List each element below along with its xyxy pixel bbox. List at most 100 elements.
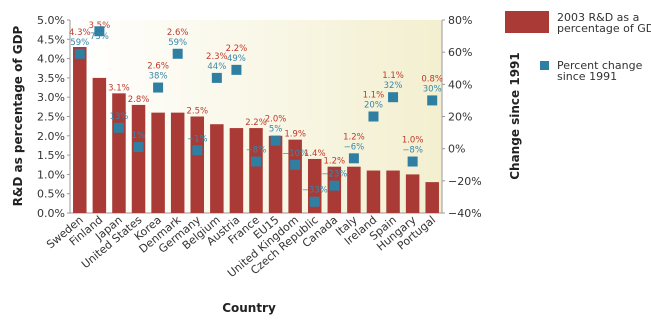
point-value-label: 1% <box>132 131 146 141</box>
bar <box>249 128 263 213</box>
bar <box>405 174 420 213</box>
bar <box>366 170 381 213</box>
y2-ticks: −40% −20% 0% 20% 40% 60% 80% <box>442 14 482 220</box>
bar <box>229 128 244 213</box>
point-value-label: 30% <box>423 84 442 94</box>
point-value-label: 13% <box>109 112 128 122</box>
points: 59%73%13%1%38%59%−1%44%49%−8%5%−10%−33%−… <box>70 26 442 207</box>
point-marker <box>290 159 301 170</box>
y2-tick-label: 20% <box>448 111 472 124</box>
point-value-label: −8% <box>246 146 267 156</box>
bar <box>92 77 107 214</box>
y-tick-label: 4.5% <box>37 33 65 46</box>
point-marker <box>309 196 320 207</box>
bar-value-label: 2.3% <box>206 52 228 62</box>
point-value-label: 44% <box>207 62 226 72</box>
bar <box>73 47 87 213</box>
point-marker <box>153 82 164 93</box>
point-marker <box>211 72 222 83</box>
point-value-label: −23% <box>321 170 347 180</box>
point-value-label: 32% <box>384 81 403 91</box>
point-marker <box>192 145 203 156</box>
y-tick-label: 2.5% <box>37 111 65 124</box>
point-marker <box>270 135 281 146</box>
point-marker <box>427 95 438 106</box>
point-value-label: 5% <box>269 125 283 135</box>
point-value-label: −8% <box>402 146 423 156</box>
bar-value-label: 2.8% <box>128 95 150 105</box>
y2-tick-label: 80% <box>448 14 472 27</box>
bar <box>170 112 185 213</box>
point-marker <box>74 48 85 59</box>
point-marker <box>407 156 418 167</box>
point-marker <box>94 26 105 37</box>
bar-value-label: 1.1% <box>382 71 404 81</box>
y-tick-label: 2.0% <box>37 130 65 143</box>
y-tick-label: 5.0% <box>37 14 65 27</box>
bar-value-label: 1.1% <box>363 91 385 101</box>
point-value-label: 20% <box>364 101 383 111</box>
legend: 2003 R&D as a percentage of GD Percent ch… <box>505 11 651 83</box>
bar-value-label: 0.8% <box>421 74 443 84</box>
y2-tick-label: −20% <box>448 175 482 188</box>
point-value-label: −33% <box>302 186 328 196</box>
bar-value-label: 1.0% <box>402 136 424 146</box>
x-axis-title: Country <box>222 301 276 315</box>
bar <box>347 166 361 213</box>
point-marker <box>133 142 144 153</box>
point-value-label: −1% <box>187 134 208 144</box>
bar-value-label: 1.9% <box>284 130 306 140</box>
point-value-label: −6% <box>344 142 365 152</box>
point-marker <box>231 64 242 75</box>
legend-point-label: Percent change since 1991 <box>557 59 643 83</box>
bar <box>210 124 224 213</box>
y-ticks: 0.0% 0.5% 1.0% 1.5% 2.0% 2.5% 3.0% 3.5% 4.0% 4.5%… <box>37 14 70 220</box>
bar <box>268 135 283 213</box>
legend-swatch-point <box>540 61 549 70</box>
bar <box>425 182 439 213</box>
bar-value-label: 2.5% <box>186 107 208 117</box>
bar <box>386 170 400 213</box>
point-value-label: 59% <box>168 38 187 48</box>
point-value-label: 49% <box>227 54 246 64</box>
legend-bar-label: 2003 R&D as a percentage of GD <box>557 11 651 35</box>
y2-tick-label: 60% <box>448 46 472 59</box>
bar <box>190 116 205 213</box>
bar <box>131 104 146 213</box>
bar <box>288 139 302 213</box>
point-marker <box>368 111 379 122</box>
bar-value-label: 2.6% <box>167 28 189 38</box>
y-tick-label: 0.0% <box>37 207 65 220</box>
bar-value-label: 2.2% <box>245 118 267 128</box>
point-marker <box>113 122 124 133</box>
point-value-label: −10% <box>282 149 308 159</box>
bar <box>151 112 165 213</box>
y2-tick-label: 0% <box>448 143 465 156</box>
bar-value-label: 4.3% <box>69 28 91 38</box>
point-value-label: 59% <box>70 38 89 48</box>
point-value-label: 38% <box>149 72 168 82</box>
bar-value-label: 1.4% <box>304 149 326 159</box>
y2-tick-label: −40% <box>448 207 482 220</box>
bar-value-label: 2.2% <box>226 44 248 54</box>
point-marker <box>348 153 359 164</box>
y-tick-label: 1.0% <box>37 168 65 181</box>
bar-value-label: 2.6% <box>147 62 169 72</box>
point-marker <box>251 156 261 167</box>
bar-value-label: 2.0% <box>265 115 287 125</box>
point-marker <box>329 180 340 191</box>
y-tick-label: 4.0% <box>37 53 65 66</box>
legend-swatch-bar <box>505 11 549 33</box>
y-tick-label: 3.5% <box>37 72 65 85</box>
bar-value-label: 3.5% <box>89 21 111 31</box>
y-tick-label: 1.5% <box>37 149 65 162</box>
y-axis-title: R&D as percentage of GDP <box>11 25 25 206</box>
point-marker <box>172 48 183 59</box>
point-value-label: 73% <box>90 32 109 42</box>
bar-value-label: 1.2% <box>343 132 365 142</box>
y2-tick-label: 40% <box>448 78 472 91</box>
bar-value-label: 1.2% <box>324 157 346 167</box>
y-tick-label: 3.0% <box>37 91 65 104</box>
